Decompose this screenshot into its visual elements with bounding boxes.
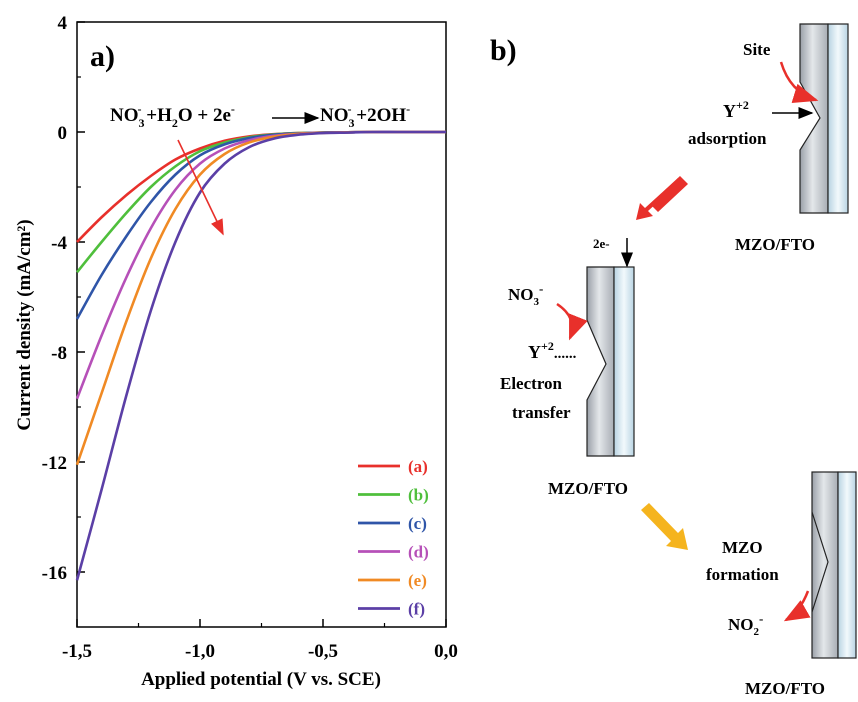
mzo-layer-middle — [586, 266, 615, 457]
y-tick-label: -4 — [51, 233, 67, 254]
mzo-layer-top — [799, 23, 829, 214]
mzo-layer-bottom — [811, 471, 839, 659]
electron-label: Electron — [500, 374, 563, 393]
caption-top: MZO/FTO — [735, 235, 815, 254]
trend-arrow — [177, 139, 224, 236]
y-tick-label: -8 — [51, 343, 67, 364]
adsorption-label: adsorption — [688, 129, 767, 148]
legend: (a) (b) (c) (d) (e) (f) — [358, 457, 429, 619]
y-tick-label: -12 — [42, 453, 67, 474]
legend-label: (a) — [408, 457, 428, 476]
electrode-bottom — [811, 471, 857, 659]
curves — [75, 130, 446, 581]
legend-label: (e) — [408, 571, 427, 590]
legend-label: (d) — [408, 543, 429, 562]
fto-layer-top — [827, 23, 849, 214]
nitrite-arrow — [783, 590, 811, 622]
panel-a: 4 0 -4 -8 -12 -16 -1,5 -1,0 -0,5 0,0 (a) (b) (c) (d… — [14, 13, 458, 690]
formation-label: formation — [706, 565, 779, 584]
site-label: Site — [743, 40, 771, 59]
series-line-2 — [75, 130, 446, 274]
x-tick-label: -1,0 — [185, 641, 215, 662]
fto-layer-bottom — [837, 471, 857, 659]
step-arrow-1-body — [650, 176, 688, 212]
nitrate-label: NO3- — [508, 281, 543, 308]
mzo-label: MZO — [722, 538, 763, 557]
nitrate-arrow — [556, 302, 588, 341]
y-ticks: 4 0 -4 -8 -12 -16 — [42, 13, 85, 584]
series-line-4 — [75, 130, 446, 400]
electrode-middle — [586, 266, 635, 457]
site-arrow — [779, 61, 819, 103]
reaction-products: NO3- +2OH- — [320, 102, 410, 130]
y-tick-label: -16 — [42, 563, 67, 584]
x-tick-label: -1,5 — [62, 641, 92, 662]
nitrite-label: NO2- — [728, 611, 763, 638]
y-ion-label-top: Y+2 — [723, 98, 749, 121]
legend-label: (f) — [408, 600, 425, 619]
reaction-equation: NO3- +H2O + 2e- — [110, 102, 235, 130]
x-tick-label: 0,0 — [434, 641, 458, 662]
panel-b: b) Site Y+2 adsorption MZO/FTO 2e- NO3- … — [490, 23, 857, 698]
x-ticks: -1,5 -1,0 -0,5 0,0 — [62, 619, 458, 662]
y-tick-label: 0 — [58, 123, 68, 144]
step-arrow-2 — [641, 503, 688, 550]
panel-a-label: a) — [90, 40, 115, 73]
transfer-label: transfer — [512, 403, 571, 422]
electrode-top — [799, 23, 849, 214]
fto-layer-middle — [613, 266, 635, 457]
legend-label: (b) — [408, 486, 429, 505]
x-axis-label: Applied potential (V vs. SCE) — [141, 669, 381, 690]
panel-b-label: b) — [490, 34, 517, 67]
y-ion-label-middle: Y+2...... — [528, 339, 577, 362]
legend-label: (c) — [408, 514, 427, 533]
series-line-5 — [75, 130, 446, 466]
caption-middle: MZO/FTO — [548, 479, 628, 498]
series-line-3 — [75, 130, 446, 320]
mzo-formation-outline — [811, 511, 829, 613]
y-axis-label: Current density (mA/cm²) — [14, 219, 35, 430]
series-line-6 — [75, 130, 446, 581]
caption-bottom: MZO/FTO — [745, 679, 825, 698]
y-tick-label: 4 — [58, 13, 68, 34]
x-tick-label: -0,5 — [308, 641, 338, 662]
electrons-label: 2e- — [593, 236, 610, 251]
